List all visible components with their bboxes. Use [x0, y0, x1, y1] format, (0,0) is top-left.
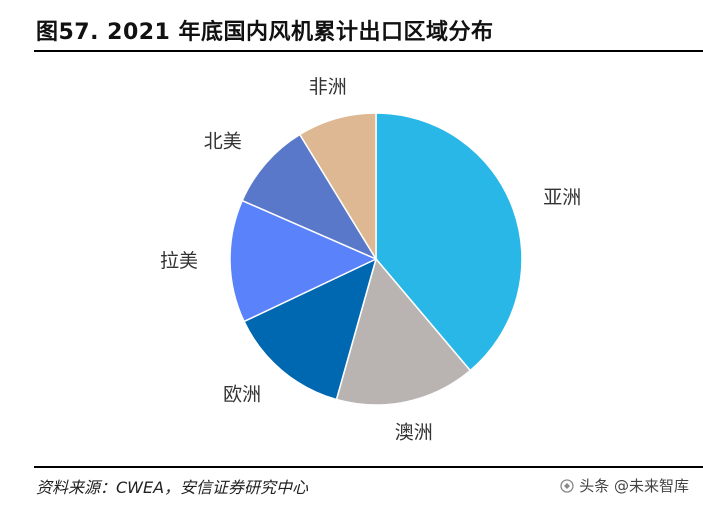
pie-label-1: 亚洲 — [543, 186, 581, 208]
pie-slices — [229, 112, 523, 406]
pie-label-2: 澳洲 — [395, 422, 433, 444]
figure-title: 图57. 2021 年底国内风机累计出口区域分布 — [36, 20, 494, 45]
toutiao-logo-icon — [560, 478, 574, 493]
pie-label-6: 非洲 — [309, 76, 347, 98]
watermark-text: 头条 @未来智库 — [579, 477, 689, 495]
pie-slice-2 — [335, 257, 472, 406]
pie-slice-6 — [298, 112, 377, 262]
pie-label-3: 欧洲 — [223, 384, 261, 406]
pie-slice-1 — [375, 112, 523, 372]
bottom-divider — [34, 466, 703, 468]
pie-slice-3 — [243, 257, 378, 401]
watermark: 头条 @未来智库 — [559, 475, 689, 496]
pie-slice-4 — [229, 199, 378, 323]
top-divider — [34, 50, 703, 52]
pie-label-5: 北美 — [204, 131, 242, 153]
pie-slice-5 — [241, 133, 378, 261]
pie-label-4: 拉美 — [160, 250, 198, 272]
source-note: 资料来源：CWEA，安信证券研究中心 — [36, 478, 309, 497]
